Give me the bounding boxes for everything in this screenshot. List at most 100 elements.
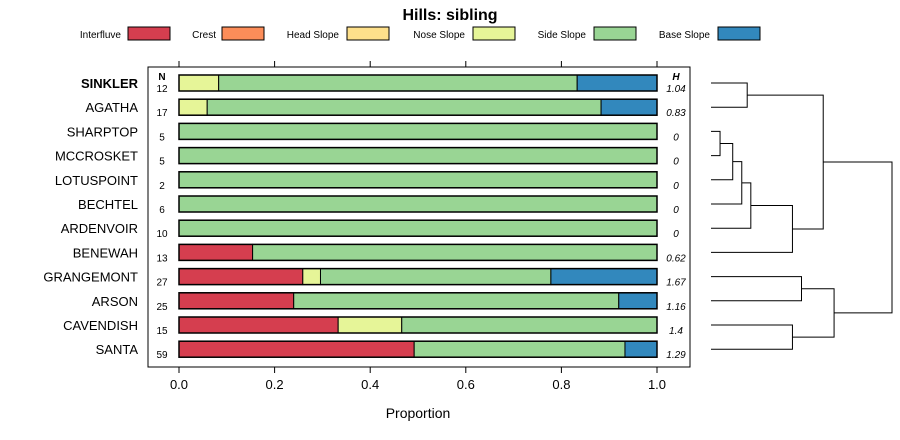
bar-agatha-base-slope xyxy=(600,98,658,116)
bar-grangemont-side-slope xyxy=(319,268,552,286)
bar-outline-arson xyxy=(178,292,658,310)
legend-label-crest: Crest xyxy=(192,30,216,41)
category-label-cavendish: CAVENDISH xyxy=(63,318,138,333)
bar-row-ardenvoir: ARDENVOIR 10 0 xyxy=(61,219,679,240)
h-value-sharptop: 0 xyxy=(673,132,679,143)
n-value-agatha: 17 xyxy=(156,108,168,119)
legend-label-base-slope: Base Slope xyxy=(659,30,711,41)
bar-outline-agatha xyxy=(178,98,658,116)
x-tick-label-2: 0.4 xyxy=(361,377,379,392)
bar-santa-side-slope xyxy=(413,340,626,358)
legend-label-side-slope: Side Slope xyxy=(538,30,587,41)
category-label-ardenvoir: ARDENVOIR xyxy=(61,221,138,236)
bar-grangemont-base-slope xyxy=(550,268,658,286)
bar-bechtel-side-slope xyxy=(178,195,658,213)
legend-swatch-crest xyxy=(221,26,265,41)
bar-cavendish-nose-slope xyxy=(337,316,403,334)
category-label-bechtel: BECHTEL xyxy=(78,197,138,212)
bar-sinkler-side-slope xyxy=(218,74,578,92)
h-value-agatha: 0.83 xyxy=(666,108,686,119)
bar-santa-interfluve xyxy=(178,340,415,358)
dendrogram-merge-2 xyxy=(711,161,743,205)
bar-cavendish-side-slope xyxy=(401,316,658,334)
bar-row-sharptop: SHARPTOP 5 0 xyxy=(67,122,679,143)
bar-lotuspoint-side-slope xyxy=(178,171,658,189)
category-label-benewah: BENEWAH xyxy=(73,245,138,260)
dendrogram-merge-7 xyxy=(711,324,793,350)
dendrogram-merge-4 xyxy=(711,82,748,108)
bar-grangemont-nose-slope xyxy=(302,268,321,286)
bar-outline-lotuspoint xyxy=(178,171,658,189)
category-label-agatha: AGATHA xyxy=(86,100,139,115)
legend-swatch-base-slope xyxy=(717,26,761,41)
legend-swatch-head-slope xyxy=(346,26,390,41)
dendrogram-merge-3 xyxy=(711,182,752,229)
legend-label-nose-slope: Nose Slope xyxy=(413,30,465,41)
bar-row-arson: ARSON 25 1.16 xyxy=(92,292,686,313)
h-value-benewah: 0.62 xyxy=(666,253,686,264)
bar-sharptop-side-slope xyxy=(178,122,658,140)
h-value-grangemont: 1.67 xyxy=(666,278,686,289)
n-value-cavendish: 15 xyxy=(156,326,168,337)
bar-arson-interfluve xyxy=(178,292,295,310)
n-column-header: N xyxy=(158,72,165,83)
dendrogram xyxy=(711,82,893,350)
bar-outline-sharptop xyxy=(178,122,658,141)
bar-benewah-interfluve xyxy=(178,243,254,261)
dendrogram-merge-1 xyxy=(711,143,734,181)
n-value-benewah: 13 xyxy=(156,253,168,264)
dendrogram-merge-5 xyxy=(711,205,793,253)
bar-row-agatha: AGATHA 17 0.83 xyxy=(86,98,686,119)
bar-arson-side-slope xyxy=(293,292,620,310)
dendrogram-merge-8 xyxy=(747,94,824,230)
bar-row-santa: SANTA 59 1.29 xyxy=(96,340,686,361)
bar-outline-benewah xyxy=(178,243,658,262)
n-value-grangemont: 27 xyxy=(156,278,168,289)
bar-outline-cavendish xyxy=(178,316,658,334)
bar-benewah-side-slope xyxy=(252,243,658,261)
h-value-cavendish: 1.4 xyxy=(669,326,683,337)
h-value-lotuspoint: 0 xyxy=(673,181,679,192)
bar-ardenvoir-side-slope xyxy=(178,219,658,237)
bar-row-benewah: BENEWAH 13 0.62 xyxy=(73,243,686,264)
category-label-arson: ARSON xyxy=(92,294,138,309)
category-label-grangemont: GRANGEMONT xyxy=(43,270,138,285)
legend: Interfluve Crest Head Slope Nose Slope Side … xyxy=(80,26,761,41)
chart-title: Hills: sibling xyxy=(402,7,497,24)
n-value-bechtel: 6 xyxy=(159,205,165,216)
bar-outline-sinkler xyxy=(178,74,658,92)
bar-outline-santa xyxy=(178,340,658,358)
category-label-santa: SANTA xyxy=(96,342,139,357)
bar-row-sinkler: SINKLER 12 1.04 xyxy=(81,74,686,95)
bar-agatha-nose-slope xyxy=(178,98,208,116)
x-axis: 0.0 0.2 0.4 0.6 0.8 1.0 xyxy=(170,61,666,392)
h-value-bechtel: 0 xyxy=(673,205,679,216)
x-axis-title: Proportion xyxy=(386,405,451,421)
n-value-arson: 25 xyxy=(156,302,168,313)
legend-swatch-nose-slope xyxy=(472,26,516,41)
legend-label-interfluve: Interfluve xyxy=(80,30,122,41)
bar-sinkler-nose-slope xyxy=(178,74,220,92)
dendrogram-merge-6 xyxy=(711,276,802,302)
dendrogram-merge-9 xyxy=(792,288,835,338)
category-label-lotuspoint: LOTUSPOINT xyxy=(55,173,138,188)
bar-row-lotuspoint: LOTUSPOINT 2 0 xyxy=(55,171,679,192)
h-value-santa: 1.29 xyxy=(666,350,686,361)
h-value-ardenvoir: 0 xyxy=(673,229,679,240)
bar-outline-grangemont xyxy=(178,267,658,286)
x-tick-label-0: 0.0 xyxy=(170,377,188,392)
category-label-sinkler: SINKLER xyxy=(81,76,139,91)
n-value-mccrosket: 5 xyxy=(159,157,165,168)
dendrogram-merge-10 xyxy=(823,161,893,314)
bar-row-cavendish: CAVENDISH 15 1.4 xyxy=(63,316,683,337)
n-value-sharptop: 5 xyxy=(159,132,165,143)
legend-swatch-side-slope xyxy=(593,26,637,41)
bar-santa-base-slope xyxy=(624,340,658,358)
bar-row-grangemont: GRANGEMONT 27 1.67 xyxy=(43,267,686,289)
category-label-mccrosket: MCCROSKET xyxy=(55,149,138,164)
bar-row-mccrosket: MCCROSKET 5 0 xyxy=(55,146,679,168)
x-tick-label-1: 0.2 xyxy=(266,377,284,392)
h-column-header: H xyxy=(672,72,680,83)
legend-swatch-interfluve xyxy=(127,26,171,41)
